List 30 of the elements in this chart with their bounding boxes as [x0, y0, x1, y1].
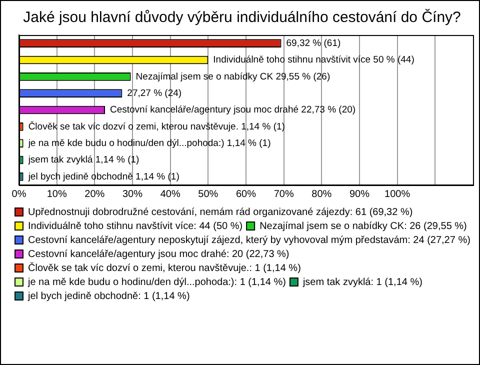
legend-label: Člověk se tak víc dozví o zemi, kterou navštěvuje.: 1 (1,14 %)	[28, 262, 301, 274]
x-tick-label: 10%	[46, 188, 67, 200]
x-tick-label: 0%	[12, 188, 26, 200]
x-tick-label: 60%	[236, 188, 256, 200]
x-tick-label: 20%	[84, 188, 105, 200]
x-tick-label: 30%	[122, 188, 143, 200]
data-label: Nezajímal jsem se o nabídky CK 29,55 % (26)	[136, 71, 330, 82]
data-label: je na mě kde budu o hodinu/den dýl...pohoda:) 1,14 % (1)	[27, 138, 271, 149]
data-label: Individuálně toho stihnu navštívit více 50 % (44)	[213, 54, 414, 66]
chart-title: Jaké jsou hlavní důvody výběru individuálního cestování do Číny?	[23, 8, 461, 26]
legend-label: Cestovní kanceláře/agentury jsou moc drahé: 20 (22,73 %)	[28, 248, 290, 260]
data-label: jsem tak zvyklá 1,14 % (1)	[27, 154, 140, 166]
x-tick-label: 80%	[312, 188, 332, 200]
data-label: Člověk se tak víc dozví o zemi, kterou navštěvuje. 1,14 % (1)	[28, 120, 285, 132]
legend-label: je na mě kde budu o hodinu/den dýl...pohoda:): 1 (1,14 %)	[27, 276, 286, 288]
legend-label: Cestovní kanceláře/agentury neposkytují zájezd, který by vyhovoval mým představám: 24 (27,27 %)	[28, 234, 470, 246]
data-label: jel bych jedině obchodně 1,14 % (1)	[27, 171, 180, 182]
x-tick-label: 100%	[384, 188, 410, 200]
x-tick-label: 50%	[198, 188, 218, 200]
x-tick-label: 70%	[274, 188, 294, 200]
data-label: Cestovní kanceláře/agentury jsou moc drahé 22,73 % (20)	[110, 104, 356, 116]
x-tick-label: 90%	[349, 188, 370, 200]
legend-label: Individuálně toho stihnu navštívit více: 44 (50 %)	[28, 220, 243, 232]
x-tick-label: 40%	[160, 188, 180, 200]
legend-label: Nezajímal jsem se o nabídky CK: 26 (29,55 %)	[260, 220, 467, 232]
data-label: 69,32 % (61)	[286, 38, 341, 49]
legend-label: jel bych jedině obchodně: 1 (1,14 %)	[27, 290, 190, 302]
legend-label: jsem tak zvyklá: 1 (1,14 %)	[302, 276, 422, 288]
legend-label: Upřednostnuji dobrodružné cestování, nemám rád organizované zájezdy: 61 (69,32 %)	[28, 206, 413, 218]
data-label: 27,27 % (24)	[127, 88, 182, 99]
